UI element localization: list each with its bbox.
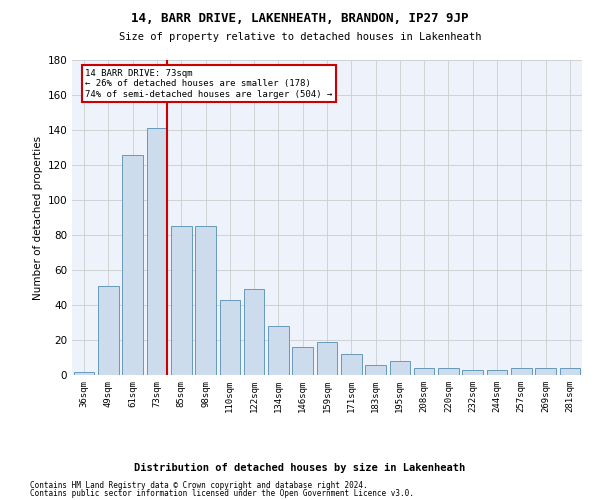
Bar xyxy=(171,226,191,375)
Bar xyxy=(146,128,167,375)
Text: 14, BARR DRIVE, LAKENHEATH, BRANDON, IP27 9JP: 14, BARR DRIVE, LAKENHEATH, BRANDON, IP2… xyxy=(131,12,469,26)
Text: Contains HM Land Registry data © Crown copyright and database right 2024.: Contains HM Land Registry data © Crown c… xyxy=(30,481,368,490)
Bar xyxy=(122,154,143,375)
Bar xyxy=(268,326,289,375)
Text: Contains public sector information licensed under the Open Government Licence v3: Contains public sector information licen… xyxy=(30,489,414,498)
Text: 14 BARR DRIVE: 73sqm
← 26% of detached houses are smaller (178)
74% of semi-deta: 14 BARR DRIVE: 73sqm ← 26% of detached h… xyxy=(85,68,332,98)
Text: Distribution of detached houses by size in Lakenheath: Distribution of detached houses by size … xyxy=(134,462,466,472)
Bar xyxy=(317,342,337,375)
Bar xyxy=(535,368,556,375)
Bar xyxy=(438,368,459,375)
Bar xyxy=(220,300,240,375)
Bar xyxy=(195,226,216,375)
Bar xyxy=(74,372,94,375)
Bar xyxy=(365,364,386,375)
Bar xyxy=(414,368,434,375)
Bar xyxy=(463,370,483,375)
Bar xyxy=(341,354,362,375)
Bar xyxy=(292,347,313,375)
Bar xyxy=(389,361,410,375)
Y-axis label: Number of detached properties: Number of detached properties xyxy=(33,136,43,300)
Bar xyxy=(487,370,508,375)
Bar xyxy=(244,289,265,375)
Text: Size of property relative to detached houses in Lakenheath: Size of property relative to detached ho… xyxy=(119,32,481,42)
Bar xyxy=(98,286,119,375)
Bar xyxy=(511,368,532,375)
Bar xyxy=(560,368,580,375)
